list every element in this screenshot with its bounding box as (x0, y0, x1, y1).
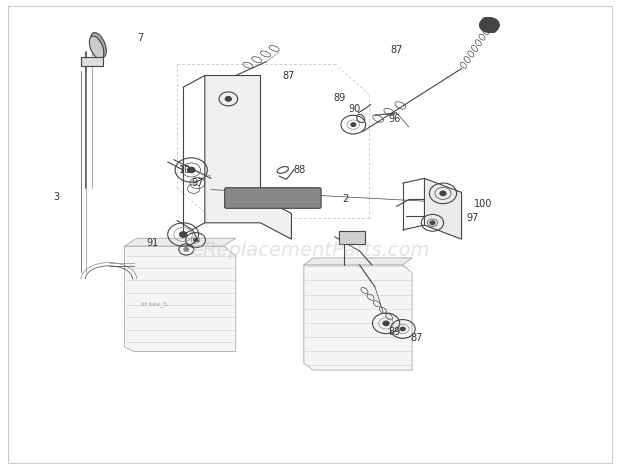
Text: 89: 89 (334, 93, 346, 103)
Circle shape (383, 321, 389, 325)
Circle shape (193, 239, 197, 242)
Text: 88: 88 (293, 165, 306, 175)
Circle shape (430, 221, 435, 225)
Circle shape (225, 97, 231, 101)
Circle shape (187, 167, 195, 173)
Circle shape (351, 123, 356, 127)
Ellipse shape (89, 36, 104, 59)
Polygon shape (304, 265, 412, 370)
Polygon shape (125, 238, 236, 246)
Text: 97: 97 (466, 212, 478, 223)
Polygon shape (81, 57, 103, 66)
Text: 3: 3 (53, 192, 60, 202)
Text: 87: 87 (282, 70, 294, 81)
Text: 87: 87 (391, 45, 403, 55)
Text: 87: 87 (410, 333, 423, 343)
Polygon shape (304, 258, 412, 265)
Text: 91: 91 (146, 238, 158, 248)
Text: 2: 2 (342, 194, 348, 204)
Circle shape (440, 191, 446, 196)
Ellipse shape (91, 33, 107, 58)
Text: eReplacementParts.com: eReplacementParts.com (191, 242, 429, 260)
Circle shape (479, 17, 499, 32)
Text: 96: 96 (389, 113, 401, 123)
FancyBboxPatch shape (224, 188, 321, 208)
Text: 90: 90 (348, 104, 361, 114)
Bar (339, 231, 365, 244)
Text: 7: 7 (137, 33, 143, 43)
Text: 100: 100 (474, 199, 492, 209)
Text: 10: 10 (179, 165, 191, 175)
Circle shape (184, 248, 188, 251)
Polygon shape (425, 178, 461, 239)
Polygon shape (125, 246, 236, 351)
Circle shape (401, 327, 405, 331)
Polygon shape (205, 76, 291, 239)
Circle shape (179, 232, 187, 237)
Text: 97: 97 (191, 178, 203, 188)
Text: 89: 89 (389, 327, 401, 337)
Text: lit kev_5: lit kev_5 (141, 302, 167, 308)
